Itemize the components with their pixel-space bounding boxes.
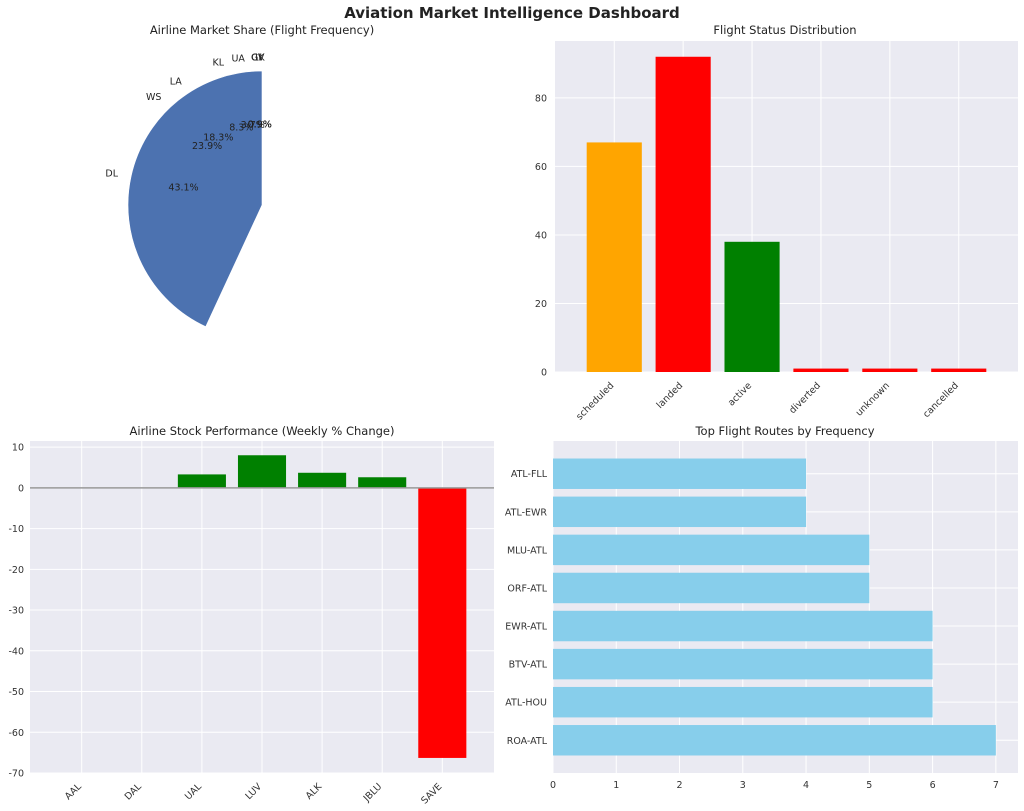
stocks-ytick: -70 (8, 769, 24, 780)
pie-label-ws: WS (146, 92, 161, 103)
pie-pct-kl: 8.3% (229, 122, 253, 133)
flight-status-title: Flight Status Distribution (713, 23, 856, 37)
status-ytick: 60 (535, 162, 547, 173)
routes-bar-btv-atl (553, 648, 933, 680)
routes-bar-atl-fll (553, 458, 807, 489)
routes-xtick: 1 (613, 780, 619, 791)
routes-xtick: 0 (550, 780, 556, 791)
routes-bar-mlu-atl (553, 534, 870, 566)
stocks-ytick: -40 (8, 646, 24, 657)
pie-label-kl: KL (212, 58, 224, 69)
status-bar-active (724, 241, 780, 372)
routes-xtick: 5 (866, 780, 872, 791)
pie-pct-1i: 0.9% (248, 120, 272, 131)
routes-xtick: 3 (740, 780, 746, 791)
stock-performance-title: Airline Stock Performance (Weekly % Chan… (130, 424, 395, 438)
stocks-ytick: -50 (8, 687, 24, 698)
stocks-bar-save (418, 487, 467, 758)
pie-label-1i: 1I (253, 53, 262, 64)
routes-bar-roa-atl (553, 725, 996, 756)
routes-ytick-orf-atl: ORF-ATL (507, 583, 547, 594)
stocks-bar-jblu (358, 477, 407, 488)
status-xtick-scheduled: scheduled (574, 380, 616, 422)
status-xtick-active: active (726, 380, 754, 408)
stocks-ytick: -30 (8, 606, 24, 617)
stocks-xtick-luv: LUV (243, 781, 264, 802)
status-bar-cancelled (931, 368, 987, 372)
stocks-ytick: -10 (8, 524, 24, 535)
status-xtick-landed: landed (655, 380, 686, 411)
stocks-xtick-save: SAVE (419, 781, 444, 806)
status-ytick: 20 (535, 299, 547, 310)
market-share-title: Airline Market Share (Flight Frequency) (150, 23, 374, 37)
routes-xtick: 4 (803, 780, 809, 791)
status-bar-diverted (793, 368, 849, 372)
status-ytick: 80 (535, 93, 547, 104)
pie-label-gk: GK (251, 53, 265, 64)
status-ytick: 0 (541, 368, 547, 379)
pie-pct-la: 18.3% (203, 133, 233, 144)
status-xtick-cancelled: cancelled (921, 380, 961, 420)
routes-bar-ewr-atl (553, 610, 933, 642)
stocks-xtick-dal: DAL (123, 781, 145, 803)
routes-bar-orf-atl (553, 572, 870, 604)
routes-ytick-atl-ewr: ATL-EWR (505, 507, 548, 518)
market-share-pie-chart: Airline Market Share (Flight Frequency) … (105, 23, 374, 327)
status-bar-unknown (862, 368, 918, 372)
routes-ytick-mlu-atl: MLU-ATL (507, 545, 548, 556)
routes-ytick-atl-hou: ATL-HOU (505, 698, 547, 709)
top-routes-plot-area (553, 441, 1018, 773)
stocks-ytick: 10 (12, 443, 24, 454)
top-routes-bar-chart: Top Flight Routes by Frequency 0 1 2 3 4 5 6 7 A… (505, 424, 1018, 791)
routes-xtick: 7 (993, 780, 999, 791)
stocks-xtick-ual: UAL (183, 781, 205, 803)
routes-bar-atl-hou (553, 686, 933, 718)
routes-ytick-roa-atl: ROA-ATL (507, 736, 548, 747)
status-bar-scheduled (586, 142, 642, 372)
stock-performance-bar-chart: Airline Stock Performance (Weekly % Chan… (8, 424, 494, 807)
stocks-bar-luv (237, 455, 287, 488)
status-ytick: 40 (535, 230, 547, 241)
routes-ytick-atl-fll: ATL-FLL (511, 469, 548, 480)
routes-xtick: 6 (930, 780, 936, 791)
top-routes-title: Top Flight Routes by Frequency (694, 424, 874, 438)
pie-pct-gk: 0.9% (248, 120, 272, 131)
routes-bar-atl-ewr (553, 496, 807, 528)
pie-pct-cv: 0.9% (248, 120, 272, 131)
routes-ytick-btv-atl: BTV-ATL (509, 660, 548, 671)
dashboard-title: Aviation Market Intelligence Dashboard (344, 4, 680, 22)
flight-status-bar-chart: Flight Status Distribution 0 20 40 60 80 sche… (535, 23, 1018, 422)
stocks-xtick-jblu: JBLU (361, 781, 384, 804)
pie-pct-dl: 43.1% (168, 183, 198, 194)
status-bar-landed (655, 56, 711, 373)
pie-pct-ws: 23.9% (192, 141, 222, 152)
stocks-bar-ual (177, 474, 226, 488)
status-xtick-diverted: diverted (787, 380, 823, 416)
pie-label-dl: DL (105, 168, 118, 179)
stocks-bar-alk (298, 472, 347, 488)
stocks-xtick-aal: AAL (63, 781, 84, 802)
stocks-ytick: -60 (8, 728, 24, 739)
routes-xtick: 2 (677, 780, 683, 791)
routes-ytick-ewr-atl: EWR-ATL (505, 622, 547, 633)
status-xtick-unknown: unknown (854, 380, 892, 418)
pie-label-cv: CV (251, 53, 265, 64)
pie-label-la: LA (170, 76, 183, 87)
pie-slice-dl (127, 70, 263, 327)
stocks-ytick: -20 (8, 565, 24, 576)
stocks-xtick-alk: ALK (304, 781, 325, 802)
stocks-ytick: 0 (18, 483, 24, 494)
pie-label-ua: UA (231, 54, 245, 65)
pie-pct-ua: 3.7% (241, 120, 265, 131)
